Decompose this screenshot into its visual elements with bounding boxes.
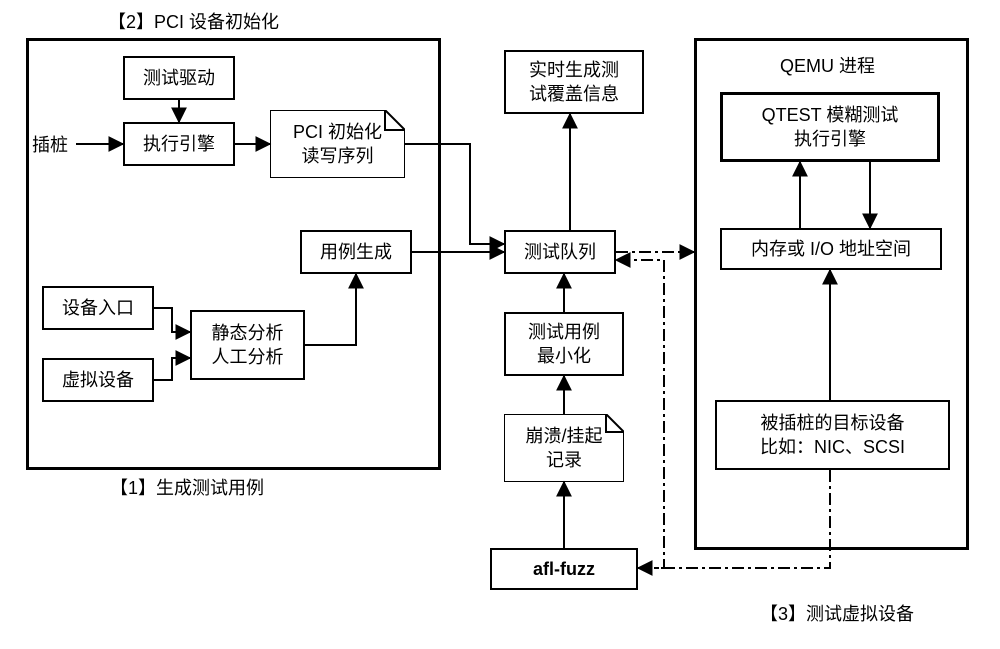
static-analysis-node: 静态分析 人工分析	[190, 310, 305, 380]
qemu-process-title: QEMU 进程	[780, 54, 875, 78]
pci-init-seq-node: PCI 初始化 读写序列	[270, 110, 405, 178]
rt-coverage-node: 实时生成测 试覆盖信息	[504, 50, 644, 114]
target-dev-node: 被插桩的目标设备 比如：NIC、SCSI	[715, 400, 950, 470]
section-1-label: 【1】生成测试用例	[110, 476, 264, 500]
exec-engine-node: 执行引擎	[123, 122, 235, 166]
mem-io-node: 内存或 I/O 地址空间	[720, 228, 942, 270]
tc-min-node: 测试用例 最小化	[504, 312, 624, 376]
section-3-label: 【3】测试虚拟设备	[760, 602, 914, 626]
crash-log-node: 崩溃/挂起 记录	[504, 414, 624, 482]
test-driver-node: 测试驱动	[123, 56, 235, 100]
section-2-label: 【2】PCI 设备初始化	[108, 10, 279, 34]
diagram-canvas: 【2】PCI 设备初始化 【1】生成测试用例 【3】测试虚拟设备 插桩 QEMU…	[0, 0, 1000, 649]
test-queue-node: 测试队列	[504, 230, 616, 274]
afl-fuzz-node: afl-fuzz	[490, 548, 638, 590]
virtual-device-node: 虚拟设备	[42, 358, 154, 402]
case-gen-node: 用例生成	[300, 230, 412, 274]
device-entry-node: 设备入口	[42, 286, 154, 330]
qtest-engine-node: QTEST 模糊测试 执行引擎	[720, 92, 940, 162]
